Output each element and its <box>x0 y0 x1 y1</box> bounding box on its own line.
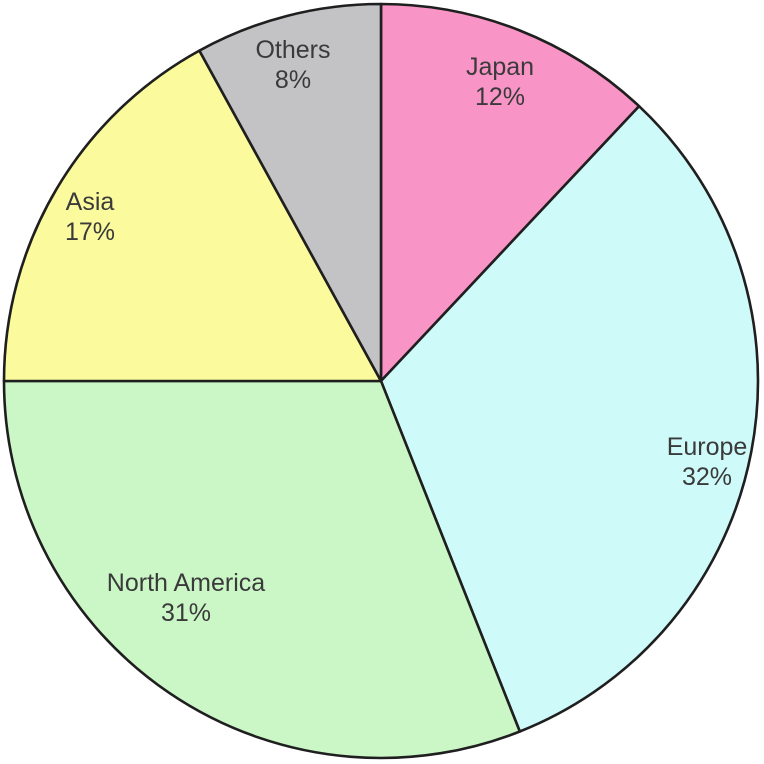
pie-slice-north-america <box>2 379 522 760</box>
pie-slice-others <box>198 2 383 383</box>
pie-slice-europe <box>379 104 760 733</box>
pie-slice-japan <box>379 2 641 383</box>
pie-slice-asia <box>2 49 383 383</box>
slice-label-japan: Japan 12% <box>466 53 534 111</box>
slice-label-percent: 12% <box>475 83 525 111</box>
slice-label-name: Europe <box>667 433 748 461</box>
slice-label-name: Asia <box>66 188 115 216</box>
slice-label-asia: Asia 17% <box>65 188 115 246</box>
slice-label-north-america: North America 31% <box>107 569 265 627</box>
slice-label-name: Japan <box>466 53 534 81</box>
slice-label-name: North America <box>107 569 265 597</box>
slice-label-europe: Europe 32% <box>667 433 748 491</box>
slice-label-percent: 8% <box>275 66 311 94</box>
slice-label-name: Others <box>255 36 330 64</box>
slice-label-percent: 31% <box>161 599 211 627</box>
slice-label-others: Others 8% <box>255 36 330 94</box>
slice-label-percent: 17% <box>65 218 115 246</box>
slice-label-percent: 32% <box>682 463 732 491</box>
